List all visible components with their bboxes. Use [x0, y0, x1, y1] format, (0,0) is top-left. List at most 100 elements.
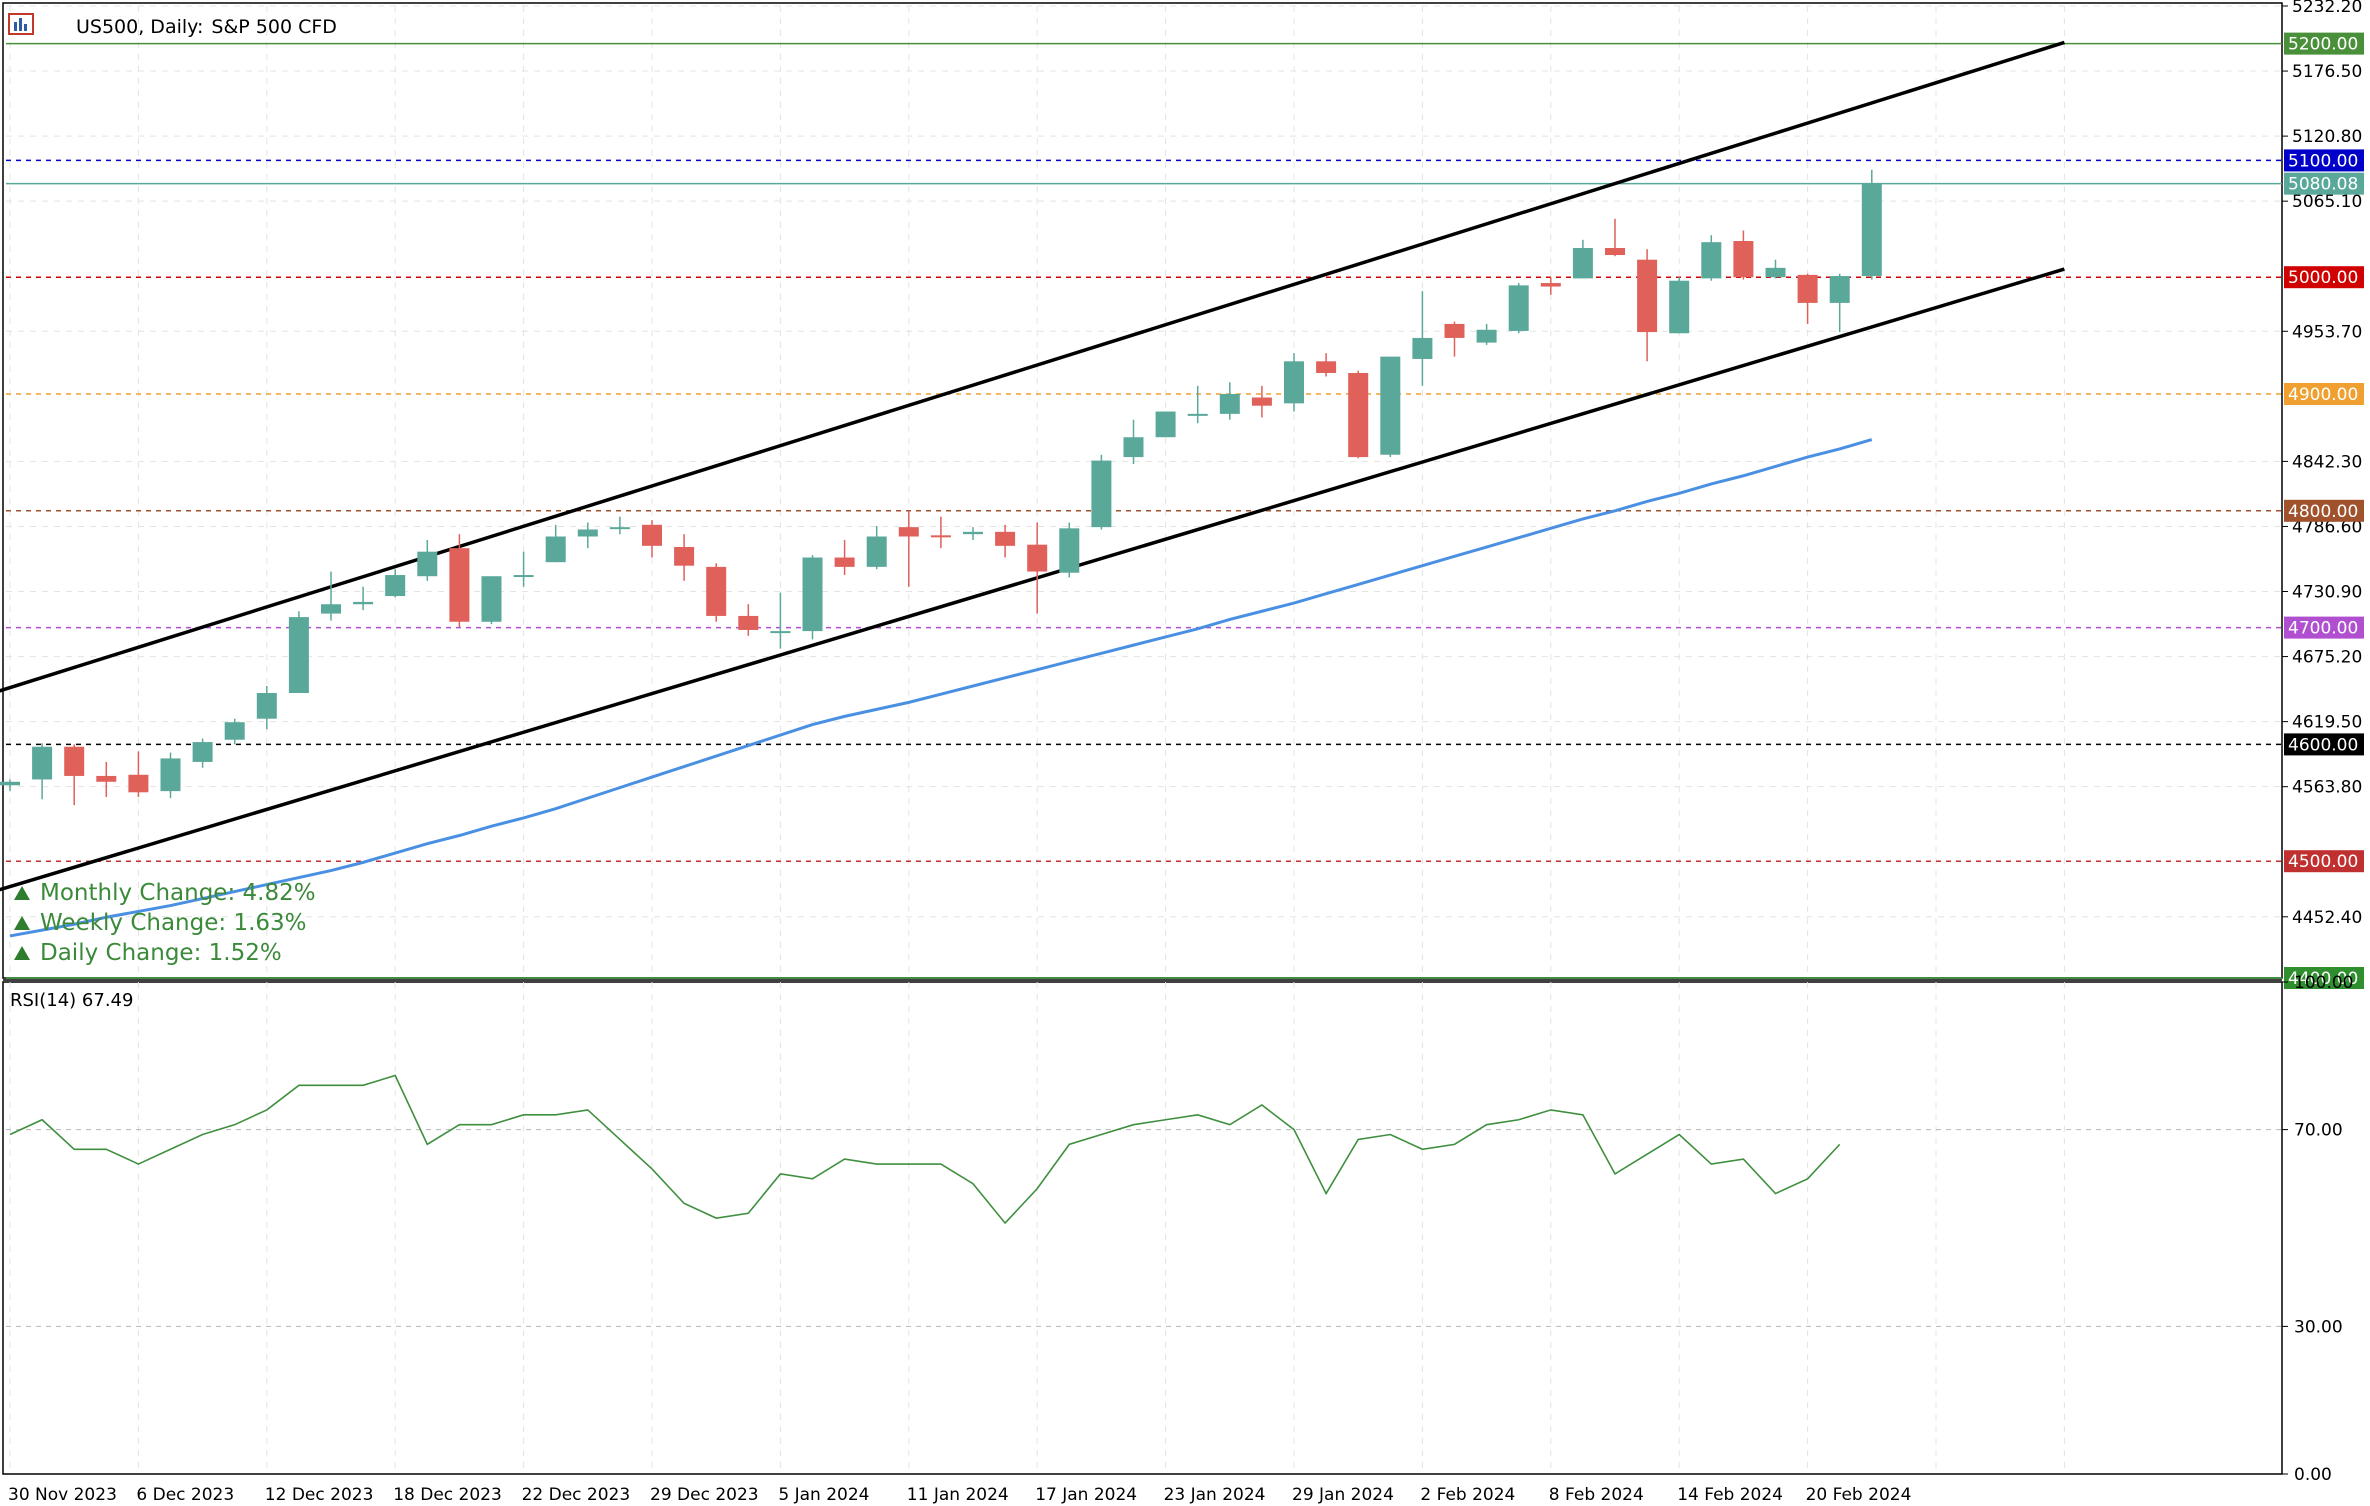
x-tick-label: 23 Jan 2024 [1164, 1485, 1266, 1505]
moving-average-line [9, 438, 1873, 938]
candle-body [1508, 285, 1529, 331]
level-tag [2284, 499, 2364, 522]
candle-body [1187, 413, 1208, 416]
y-tick-label: 4619.50 [2292, 713, 2362, 733]
monthly-change: Monthly Change: 4.82% [14, 878, 316, 908]
level-tag-label: 5080.08 [2288, 175, 2358, 195]
y-tick-label: 5176.50 [2292, 62, 2362, 82]
candle-body [577, 529, 598, 537]
candle-body [1316, 361, 1337, 373]
candle-body [224, 722, 245, 740]
candle-body [128, 774, 149, 793]
y-tick-label: 4452.40 [2292, 908, 2362, 928]
price-pane-border [2, 2, 2283, 979]
up-triangle-icon [14, 916, 30, 930]
candle-body [1059, 528, 1080, 573]
candle-body [96, 775, 117, 782]
level-tag-label: 5000.00 [2288, 268, 2358, 288]
level-tag-label: 4600.00 [2288, 735, 2358, 755]
candle-body [513, 575, 534, 578]
candle-body [353, 601, 374, 605]
y-tick-label: 5065.10 [2292, 192, 2362, 212]
candle-body [1476, 329, 1497, 343]
x-tick-label: 17 Jan 2024 [1035, 1485, 1137, 1505]
candle-body [1251, 397, 1272, 406]
level-tag-label: 4400.00 [2288, 969, 2358, 989]
candle-body [160, 758, 181, 792]
candle-body [1444, 323, 1465, 338]
candle-body [1155, 411, 1176, 438]
candle-body [1219, 394, 1240, 414]
y-tick-label: 4842.30 [2292, 452, 2362, 472]
daily-change: Daily Change: 1.52% [14, 938, 316, 968]
candle-body [609, 527, 630, 530]
candle-body [1733, 240, 1754, 278]
candle-body [1765, 267, 1786, 278]
level-tag [2284, 32, 2364, 55]
x-tick-label: 29 Jan 2024 [1292, 1485, 1394, 1505]
candle-body [1348, 372, 1369, 458]
candle-body [417, 551, 438, 577]
x-tick-label: 12 Dec 2023 [265, 1485, 374, 1505]
candle-body [963, 531, 983, 535]
candle-body [0, 781, 20, 786]
chart-header: US500, Daily: S&P 500 CFD [8, 12, 337, 42]
candle-body [1861, 183, 1882, 277]
candle-body [1380, 356, 1401, 455]
daily-change-label: Daily Change: 1.52% [40, 940, 282, 966]
candle-body [32, 746, 53, 780]
candle-body [995, 531, 1016, 546]
change-stats: Monthly Change: 4.82% Weekly Change: 1.6… [14, 878, 316, 968]
candle-body [1284, 361, 1304, 404]
candle-body [866, 536, 887, 567]
x-tick-label: 2 Feb 2024 [1420, 1485, 1515, 1505]
y-tick-label: 4675.20 [2292, 648, 2362, 668]
x-tick-label: 20 Feb 2024 [1806, 1485, 1912, 1505]
candle-body [385, 575, 406, 597]
candle-body [1701, 242, 1722, 279]
candle-body [288, 617, 309, 694]
x-tick-label: 5 Jan 2024 [778, 1485, 869, 1505]
candle-body [674, 547, 695, 566]
monthly-change-label: Monthly Change: 4.82% [40, 880, 316, 906]
candle-body [1797, 274, 1818, 303]
y-tick-label: 4730.90 [2292, 583, 2362, 603]
candle-body [1572, 248, 1593, 279]
x-tick-label: 14 Feb 2024 [1677, 1485, 1783, 1505]
y-tick-label: 4563.80 [2292, 778, 2362, 798]
channel-lower-line [0, 267, 2065, 892]
x-tick-label: 30 Nov 2023 [8, 1485, 117, 1505]
y-tick-label: 5232.20 [2292, 0, 2362, 17]
up-triangle-icon [14, 946, 30, 960]
candle-body [192, 742, 213, 762]
candle-body [930, 535, 951, 538]
candle-body [545, 536, 566, 563]
level-tag [2284, 383, 2364, 406]
weekly-change-label: Weekly Change: 1.63% [40, 910, 307, 936]
candle-body [1605, 248, 1625, 256]
level-tag-label: 5200.00 [2288, 35, 2358, 55]
level-tag [2284, 149, 2364, 172]
candle-body [64, 746, 85, 776]
chart-icon[interactable] [8, 13, 68, 39]
candle-body [481, 576, 502, 622]
symbol-description: S&P 500 CFD [211, 16, 337, 38]
candle-body [1412, 337, 1433, 359]
x-tick-label: 29 Dec 2023 [650, 1485, 759, 1505]
rsi-tick-label: 70.00 [2294, 1121, 2343, 1141]
rsi-tick-label: 0.00 [2294, 1465, 2332, 1485]
level-tag [2284, 616, 2364, 639]
level-tag [2284, 172, 2364, 195]
candle-body [738, 615, 759, 630]
x-tick-label: 22 Dec 2023 [522, 1485, 631, 1505]
symbol-label: US500, Daily: [76, 16, 204, 38]
level-tag [2284, 733, 2364, 756]
candle-body [1669, 280, 1690, 334]
candle-body [1637, 259, 1658, 333]
rsi-title: RSI(14) 67.49 [10, 990, 134, 1011]
channel-upper-line [0, 40, 2065, 693]
candle-body [642, 524, 662, 546]
candle-body [898, 527, 919, 537]
candle-body [770, 631, 791, 634]
